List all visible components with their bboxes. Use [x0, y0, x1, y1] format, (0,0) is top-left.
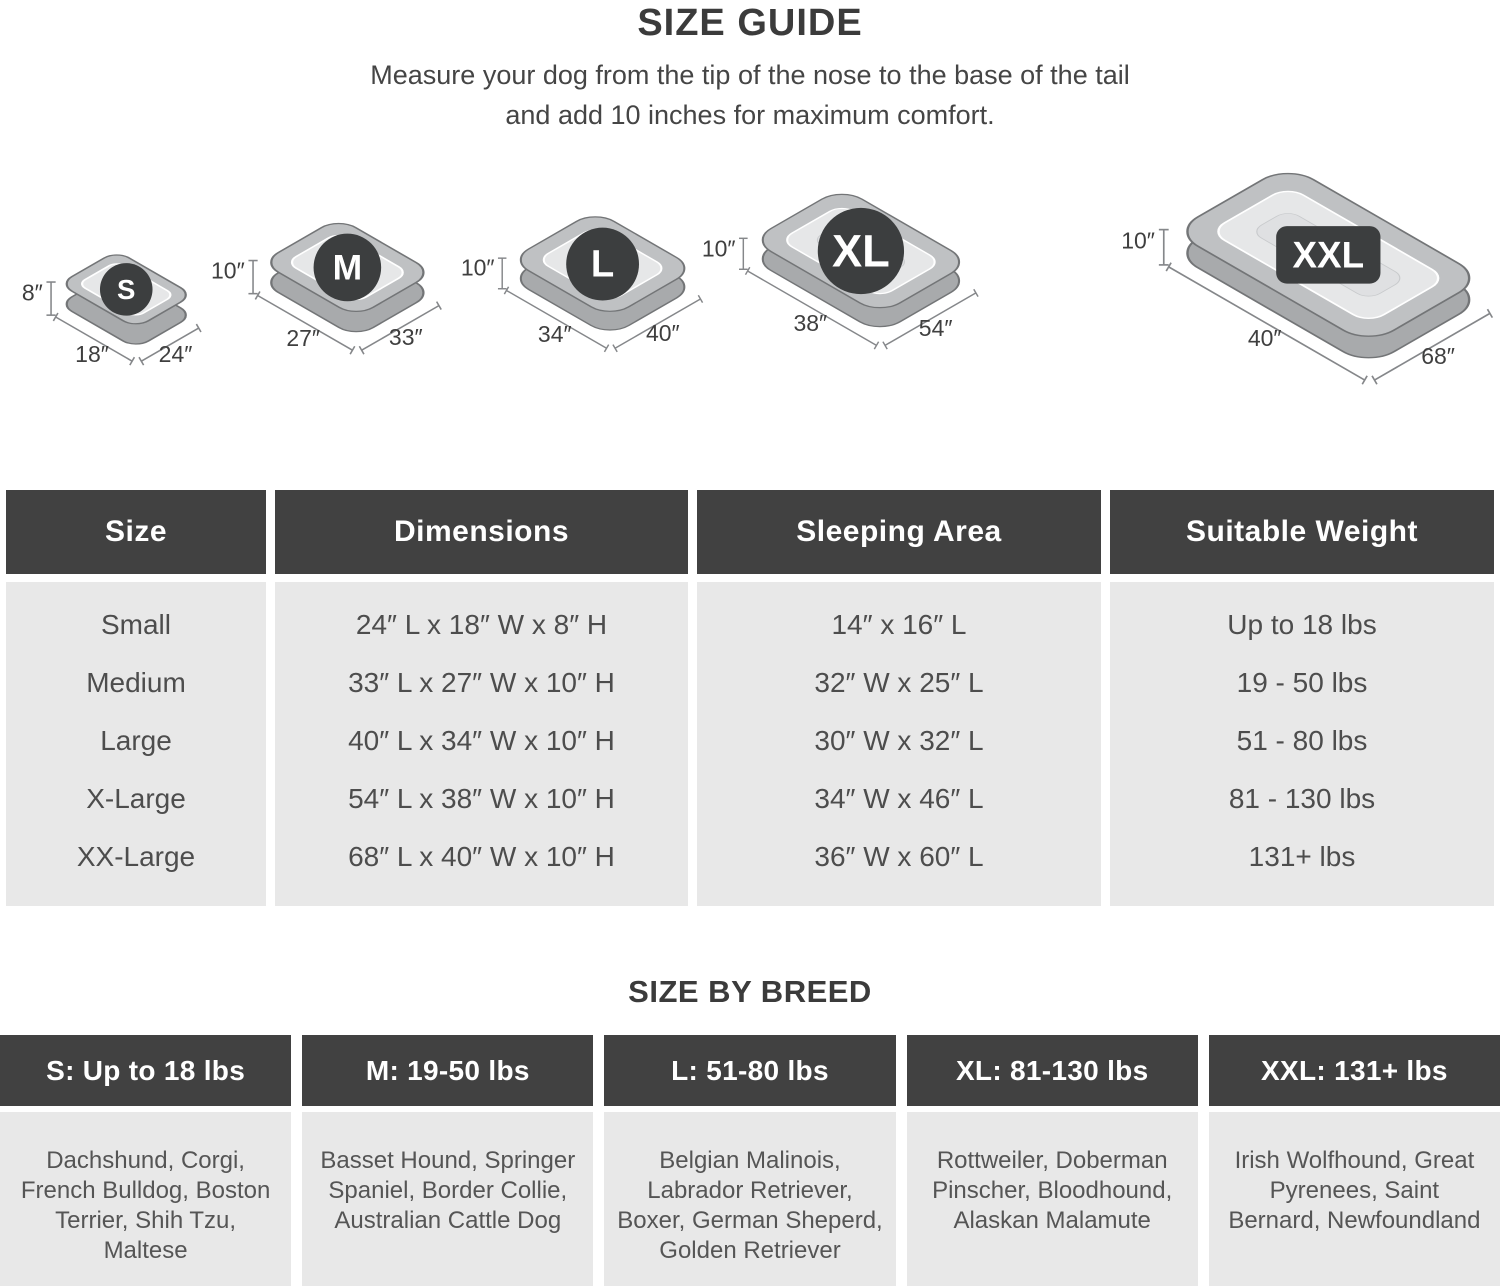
bed-size-badge: [817, 207, 905, 295]
table-cell: 14″ x 16″ L: [831, 609, 967, 640]
table-cell: 24″ L x 18″ W x 8″ H: [355, 609, 608, 640]
bed-width-label: 40″: [1247, 325, 1282, 352]
table-cell: Large: [100, 725, 172, 756]
breed-header-m: M: 19-50 lbs: [302, 1035, 594, 1106]
size-table-header-size: Size: [6, 490, 266, 574]
size-table-col-suitable-weight: Suitable Weight Up to 18 lbs 19 - 50 lbs…: [1110, 490, 1494, 906]
bed-width-label: 27″: [286, 324, 321, 351]
bed-width-label: 38″: [793, 310, 828, 337]
table-cell: 30″ W x 32″ L: [814, 725, 984, 756]
bed-diagram-x-large: XL 10″ 38″ 54″: [702, 185, 984, 381]
table-cell: 51 - 80 lbs: [1236, 725, 1368, 756]
breed-header-l: L: 51-80 lbs: [604, 1035, 896, 1106]
page-title: SIZE GUIDE: [637, 2, 863, 44]
bed-diagram-medium: M 10″ 27″ 33″: [211, 215, 447, 386]
bed-height-label: 10″: [460, 254, 495, 281]
table-cell: 34″ W x 46″ L: [814, 783, 984, 814]
size-table-header-sleeping-area: Sleeping Area: [697, 490, 1101, 574]
bed-length-label: 33″: [388, 323, 423, 350]
bed-size-badge-label: XXL: [1293, 234, 1365, 275]
breed-header-s: S: Up to 18 lbs: [0, 1035, 292, 1106]
bed-illustration: S: [46, 254, 202, 366]
bed-width-label: 34″: [537, 321, 572, 348]
bed-size-badge-label: L: [591, 243, 614, 286]
page-subtitle-line-2: and add 10 inches for maximum comfort.: [505, 100, 995, 130]
bed-size-badge-label: S: [117, 274, 135, 305]
table-cell: 68″ L x 40″ W x 10″ H: [348, 841, 615, 872]
bed-illustration: XXL: [1158, 172, 1494, 385]
table-cell: 54″ L x 38″ W x 10″ H: [348, 783, 615, 814]
size-guide-header: SIZE GUIDE Measure your dog from the tip…: [0, 0, 1500, 135]
bed-size-badge: [1276, 226, 1381, 284]
table-cell: 81 - 130 lbs: [1228, 783, 1376, 814]
bed-height-label: 8″: [21, 279, 43, 306]
size-table-col-size: Size Small Medium Large X-Large XX-Large: [6, 490, 266, 906]
breed-list-xl: Rottweiler, Doberman Pinscher, Bloodhoun…: [906, 1112, 1198, 1286]
bed-length-label: 40″: [645, 319, 680, 346]
breed-list-l: Belgian Malinois, Labrador Retriever, Bo…: [604, 1112, 896, 1286]
size-table-col-dimensions: Dimensions 24″ L x 18″ W x 8″ H 33″ L x …: [275, 490, 688, 906]
table-cell: XX-Large: [76, 841, 196, 872]
table-cell: 36″ W x 60″ L: [814, 841, 984, 872]
size-table-body-suitable-weight: Up to 18 lbs 19 - 50 lbs 51 - 80 lbs 81 …: [1110, 582, 1494, 906]
breed-header-xl: XL: 81-130 lbs: [906, 1035, 1198, 1106]
table-cell: 33″ L x 27″ W x 10″ H: [348, 667, 615, 698]
bed-size-badge-label: M: [333, 247, 363, 287]
table-cell: Up to 18 lbs: [1227, 609, 1377, 640]
size-table-col-sleeping-area: Sleeping Area 14″ x 16″ L 32″ W x 25″ L …: [697, 490, 1101, 906]
breed-list-xxl: Irish Wolfhound, Great Pyrenees, Saint B…: [1208, 1112, 1500, 1286]
size-table-body-size: Small Medium Large X-Large XX-Large: [6, 582, 266, 906]
bed-size-badge: [313, 233, 382, 302]
breed-list-s: Dachshund, Corgi, French Bulldog, Boston…: [0, 1112, 292, 1286]
bed-diagram-large: L 10″ 34″ 40″: [461, 208, 708, 384]
bed-length-label: 68″: [1421, 342, 1455, 369]
size-table-body-sleeping-area: 14″ x 16″ L 32″ W x 25″ L 30″ W x 32″ L …: [697, 582, 1101, 906]
bed-height-label: 10″: [1121, 227, 1155, 254]
size-table-header-suitable-weight: Suitable Weight: [1110, 490, 1494, 574]
table-cell: X-Large: [86, 783, 186, 814]
bed-illustration: XL: [739, 193, 979, 350]
size-table-header-dimensions: Dimensions: [275, 490, 688, 574]
bed-size-badge: [99, 263, 153, 316]
bed-size-badge-label: XL: [832, 226, 890, 277]
bed-size-badge: [566, 227, 640, 301]
table-cell: Small: [100, 609, 171, 640]
bed-length-label: 24″: [158, 340, 193, 367]
bed-illustration: L: [497, 216, 704, 353]
bed-length-label: 54″: [918, 315, 953, 342]
breed-list-m: Basset Hound, Springer Spaniel, Border C…: [302, 1112, 594, 1286]
table-cell: Medium: [86, 667, 186, 698]
bed-height-label: 10″: [211, 257, 245, 284]
bed-width-label: 18″: [75, 341, 109, 368]
breed-col-xxl: XXL: 131+ lbs Irish Wolfhound, Great Pyr…: [1208, 1035, 1500, 1286]
size-table: Size Small Medium Large X-Large XX-Large…: [6, 490, 1494, 906]
table-cell: 32″ W x 25″ L: [814, 667, 984, 698]
bed-diagram-small: S 8″ 18″ 24″: [22, 248, 207, 397]
breed-col-s: S: Up to 18 lbs Dachshund, Corgi, French…: [0, 1035, 292, 1286]
breed-col-l: L: 51-80 lbs Belgian Malinois, Labrador …: [604, 1035, 896, 1286]
page-subtitle: Measure your dog from the tip of the nos…: [0, 55, 1500, 135]
table-cell: 131+ lbs: [1248, 841, 1356, 872]
table-cell: 40″ L x 34″ W x 10″ H: [348, 725, 615, 756]
breed-col-xl: XL: 81-130 lbs Rottweiler, Doberman Pins…: [906, 1035, 1198, 1286]
bed-height-label: 10″: [701, 235, 736, 262]
page-subtitle-line-1: Measure your dog from the tip of the nos…: [370, 60, 1130, 90]
breed-table: S: Up to 18 lbs Dachshund, Corgi, French…: [0, 1035, 1500, 1286]
breed-header-xxl: XXL: 131+ lbs: [1208, 1035, 1500, 1106]
breed-section-title: SIZE BY BREED: [628, 973, 872, 1009]
size-table-body-dimensions: 24″ L x 18″ W x 8″ H 33″ L x 27″ W x 10″…: [275, 582, 688, 906]
bed-diagram-xx-large: XXL 10″ 40″ 68″: [1121, 162, 1499, 417]
bed-illustration: M: [248, 222, 442, 355]
table-cell: 19 - 50 lbs: [1236, 667, 1368, 698]
breed-col-m: M: 19-50 lbs Basset Hound, Springer Span…: [302, 1035, 594, 1286]
